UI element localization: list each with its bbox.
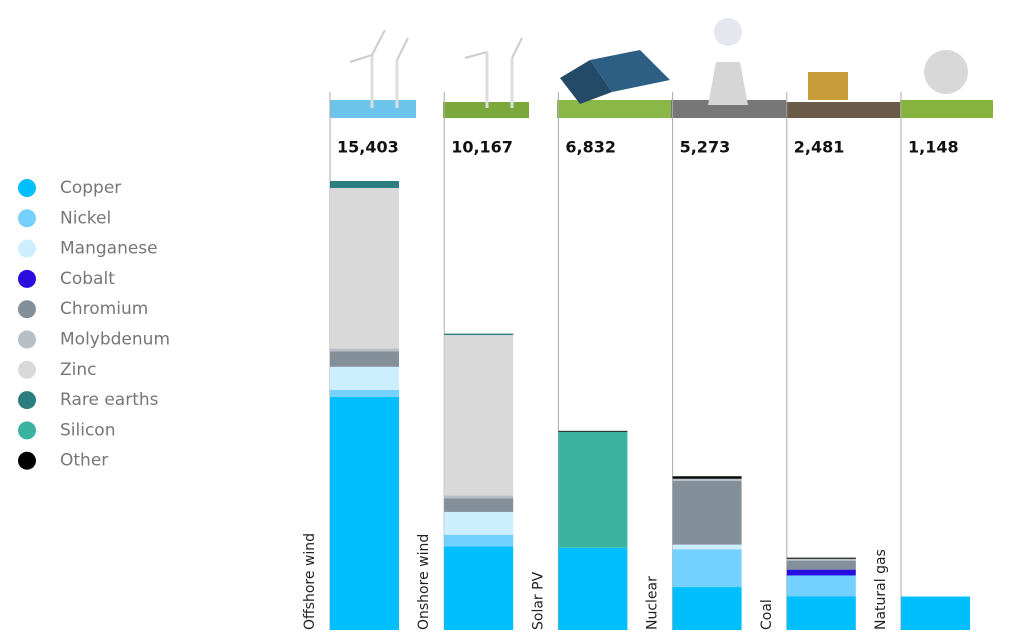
icon-steam xyxy=(714,18,742,46)
icon-ground xyxy=(671,100,786,118)
bar-segment xyxy=(786,596,856,630)
bar-segment xyxy=(444,495,514,499)
category-label: Coal xyxy=(759,599,775,630)
icon-blade xyxy=(349,54,373,63)
bar-segment xyxy=(444,534,514,547)
icon-ground xyxy=(786,102,900,118)
category-label: Onshore wind xyxy=(416,534,432,630)
category-label: Nuclear xyxy=(645,576,661,630)
bar-segment xyxy=(672,549,742,588)
bar-segment xyxy=(558,547,628,630)
bar-segment xyxy=(786,569,856,576)
legend-label: Nickel xyxy=(60,208,111,228)
total-label: 6,832 xyxy=(565,138,616,157)
icon-tank xyxy=(924,50,968,94)
legend-swatch xyxy=(18,391,36,410)
legend-label: Silicon xyxy=(60,420,115,440)
icon-blade xyxy=(371,29,386,56)
bar-segment xyxy=(330,389,399,397)
legend-label: Cobalt xyxy=(60,269,115,289)
legend-label: Chromium xyxy=(60,299,148,319)
bar-segment xyxy=(672,476,742,479)
bar-segment xyxy=(786,575,856,597)
bar-segment xyxy=(444,498,514,512)
bar-segment xyxy=(901,596,970,630)
legend-swatch xyxy=(18,330,36,349)
icon-blade xyxy=(511,37,523,59)
bar-segment xyxy=(786,558,856,561)
icon-tower xyxy=(708,62,748,105)
icon-grass xyxy=(557,100,671,118)
legend-label: Molybdenum xyxy=(60,330,170,350)
bar-segment xyxy=(330,366,399,390)
total-label: 1,148 xyxy=(908,138,959,157)
legend-label: Other xyxy=(60,451,108,471)
bar-segment xyxy=(330,348,399,352)
legend-swatch xyxy=(18,300,36,319)
bar-segment xyxy=(444,333,514,336)
legend-label: Rare earths xyxy=(60,390,159,410)
bar-segment xyxy=(558,430,628,432)
legend-swatch xyxy=(18,269,36,288)
bar-segment xyxy=(330,396,399,630)
legend-swatch xyxy=(18,179,36,197)
category-label: Solar PV xyxy=(530,571,546,630)
icon-grass xyxy=(443,102,529,118)
total-label: 2,481 xyxy=(794,138,845,157)
bar-segment xyxy=(786,560,856,570)
total-label: 15,403 xyxy=(337,138,399,157)
bar-segment xyxy=(672,544,742,550)
icon-blade xyxy=(464,51,488,59)
legend-swatch xyxy=(18,209,36,228)
bar-segment xyxy=(330,181,399,188)
total-label: 5,273 xyxy=(680,138,731,157)
icon-sea xyxy=(330,100,416,118)
icon-grass xyxy=(900,100,993,118)
legend-label: Copper xyxy=(60,178,121,198)
legend-swatch xyxy=(18,451,36,470)
legend-swatch xyxy=(18,239,36,258)
bar-segment xyxy=(444,335,514,496)
icons xyxy=(330,18,993,118)
legend-swatch xyxy=(18,421,36,440)
bar-segment xyxy=(786,557,856,559)
icon-truck xyxy=(808,72,848,100)
bar-segment xyxy=(558,431,628,548)
icon-blade xyxy=(396,37,409,61)
bar-segment xyxy=(672,478,742,481)
legend-swatch xyxy=(18,360,36,379)
legend-label: Zinc xyxy=(60,360,97,380)
category-label: Natural gas xyxy=(873,549,889,630)
total-label: 10,167 xyxy=(451,138,513,157)
bar-segment xyxy=(444,546,514,630)
bar-segment xyxy=(330,187,399,349)
icon-panel xyxy=(590,50,670,92)
category-label: Offshore wind xyxy=(302,533,318,630)
icon-panel xyxy=(560,60,612,104)
bar-segment xyxy=(444,511,514,535)
bar-segment xyxy=(672,587,742,630)
legend-label: Manganese xyxy=(60,239,158,259)
bar-segment xyxy=(672,480,742,545)
bar-segment xyxy=(330,351,399,367)
